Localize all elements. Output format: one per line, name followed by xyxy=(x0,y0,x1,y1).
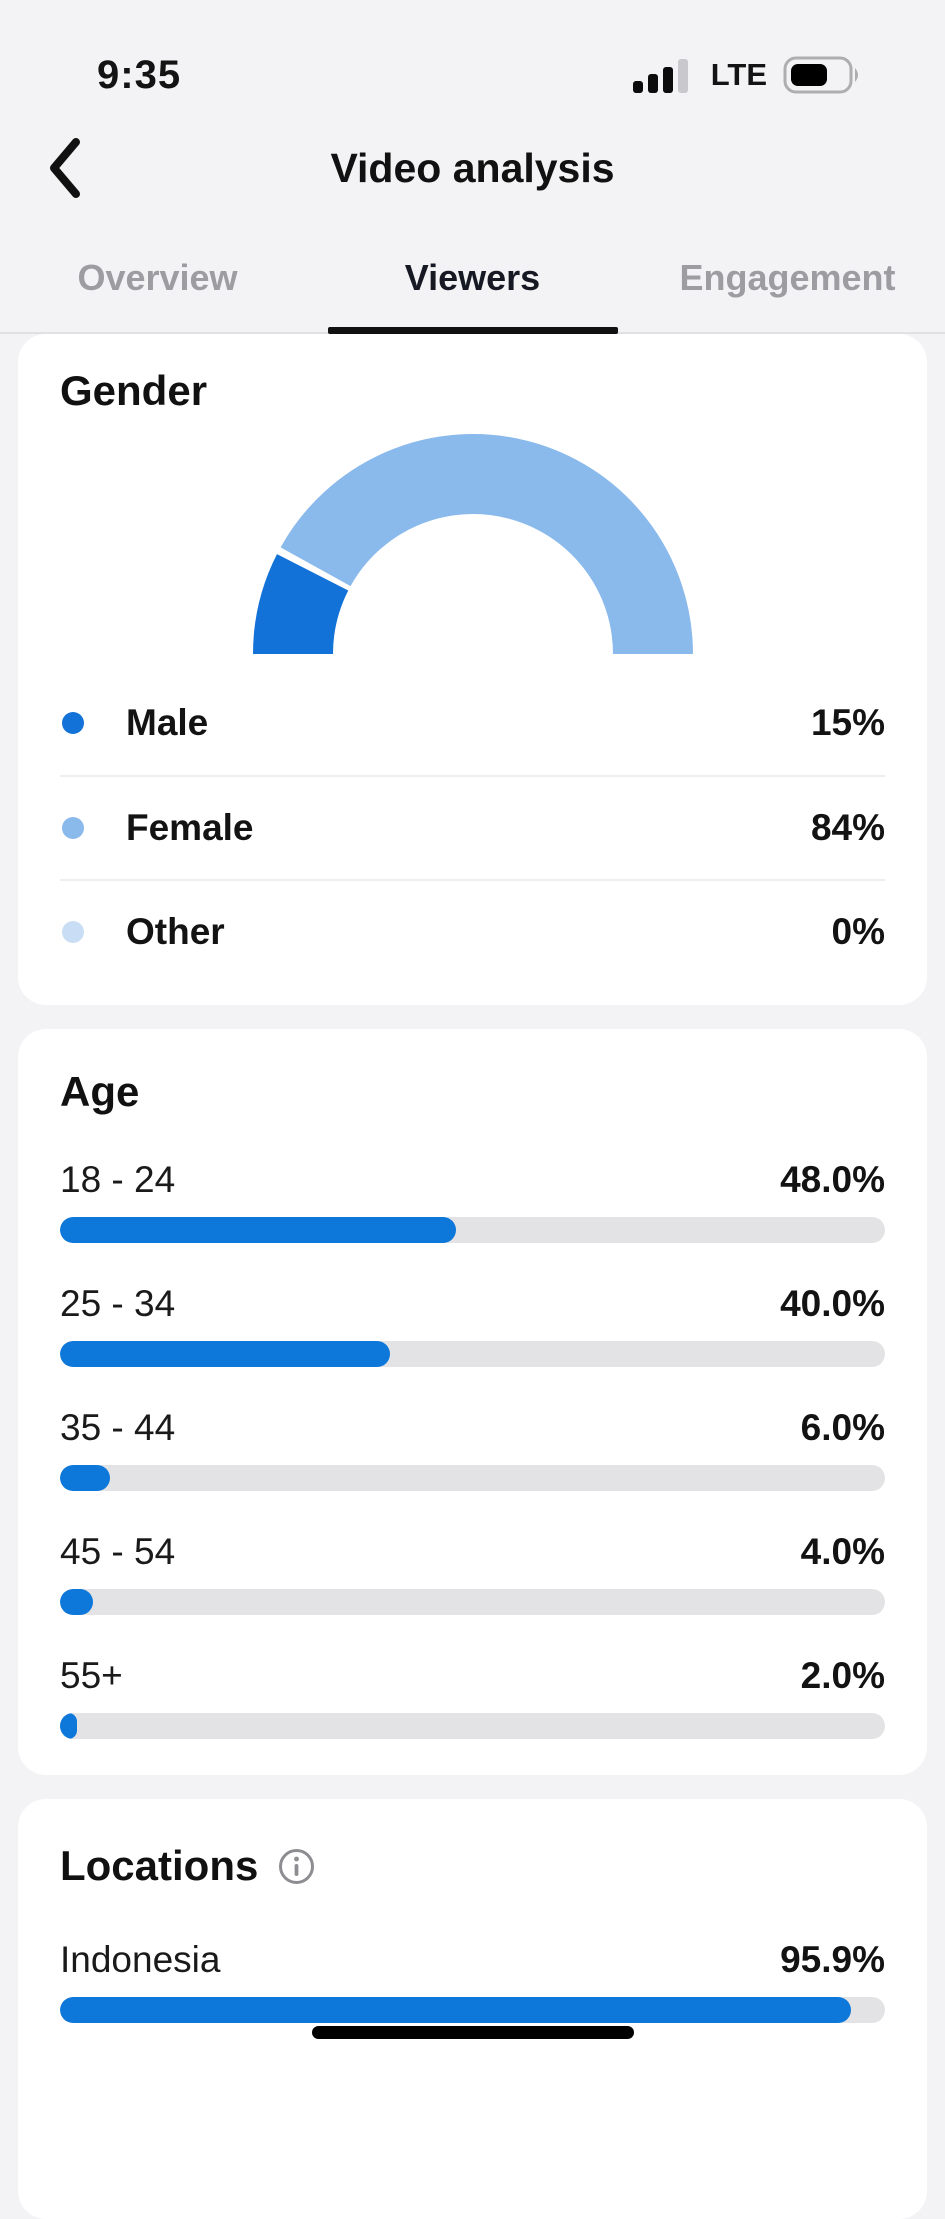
progress-fill xyxy=(60,1997,852,2023)
legend-label: Male xyxy=(126,702,209,743)
age-percent-value: 6.0% xyxy=(800,1407,885,1448)
male-dot-icon xyxy=(62,712,84,734)
page-title: Video analysis xyxy=(330,144,615,191)
age-row-18-24: 18 - 24 48.0% xyxy=(60,1159,885,1243)
tab-viewers-label: Viewers xyxy=(404,257,541,298)
cellular-signal-icon xyxy=(632,59,688,93)
gender-legend: Male 15% Female 84% Other 0% xyxy=(60,671,885,983)
age-range-label: 35 - 44 xyxy=(60,1407,176,1448)
age-percent-value: 48.0% xyxy=(780,1159,885,1200)
progress-fill xyxy=(60,1341,390,1367)
legend-row-female: Female 84% xyxy=(60,775,885,879)
active-tab-underline xyxy=(327,327,618,334)
age-row-45-54: 45 - 54 4.0% xyxy=(60,1531,885,1615)
legend-value: 0% xyxy=(831,911,885,952)
status-icons: LTE xyxy=(632,55,863,95)
locations-section-title: Locations xyxy=(60,1842,259,1889)
location-row-indonesia: Indonesia 95.9% xyxy=(60,1939,885,2023)
progress-fill xyxy=(60,1589,93,1615)
progress-track xyxy=(60,1997,885,2023)
gender-arc-male xyxy=(252,554,349,656)
progress-fill xyxy=(60,1713,77,1739)
legend-value: 15% xyxy=(810,702,885,743)
nav-header: Video analysis xyxy=(0,112,945,224)
age-row-35-44: 35 - 44 6.0% xyxy=(60,1407,885,1491)
info-circle-icon xyxy=(279,1848,315,1884)
age-range-label: 25 - 34 xyxy=(60,1283,176,1324)
age-card: Age 18 - 24 48.0% 25 - 34 40.0% 35 - 44 … xyxy=(18,1029,927,1775)
progress-fill xyxy=(60,1465,110,1491)
tab-bar: Overview Viewers Engagement xyxy=(0,224,945,334)
age-percent-value: 4.0% xyxy=(800,1531,885,1572)
location-percent-value: 95.9% xyxy=(780,1939,885,1980)
age-percent-value: 40.0% xyxy=(780,1283,885,1324)
gender-donut-chart xyxy=(243,422,703,667)
clock: 9:35 xyxy=(97,52,182,97)
scroll-content[interactable]: Gender Male 15% Female 84% Other 0% xyxy=(0,334,945,2219)
legend-row-other: Other 0% xyxy=(60,879,885,983)
legend-label: Female xyxy=(126,807,254,848)
network-type-label: LTE xyxy=(710,57,767,92)
legend-value: 84% xyxy=(810,807,885,848)
chevron-left-icon xyxy=(50,138,80,198)
status-bar: 9:35 LTE xyxy=(0,0,945,112)
legend-row-male: Male 15% xyxy=(60,671,885,775)
other-dot-icon xyxy=(62,921,84,943)
age-range-label: 55+ xyxy=(60,1655,123,1696)
tab-engagement[interactable]: Engagement xyxy=(630,224,945,332)
age-range-label: 18 - 24 xyxy=(60,1159,176,1200)
progress-fill xyxy=(60,1217,456,1243)
progress-track xyxy=(60,1589,885,1615)
legend-label: Other xyxy=(126,911,225,952)
gender-card: Gender Male 15% Female 84% Other 0% xyxy=(18,334,927,1005)
locations-info-button[interactable] xyxy=(278,1848,315,1885)
age-row-55-plus: 55+ 2.0% xyxy=(60,1655,885,1739)
tab-viewers[interactable]: Viewers xyxy=(315,224,630,334)
locations-card: Locations Indonesia 95.9% xyxy=(18,1799,927,2219)
gender-section-title: Gender xyxy=(60,367,208,414)
progress-track xyxy=(60,1465,885,1491)
gender-arc-female xyxy=(280,434,693,655)
age-row-25-34: 25 - 34 40.0% xyxy=(60,1283,885,1367)
age-range-label: 45 - 54 xyxy=(60,1531,176,1572)
location-label: Indonesia xyxy=(60,1939,221,1980)
tab-overview[interactable]: Overview xyxy=(0,224,315,332)
age-percent-value: 2.0% xyxy=(800,1655,885,1696)
back-button[interactable] xyxy=(30,128,100,208)
progress-track xyxy=(60,1713,885,1739)
age-section-title: Age xyxy=(60,1068,140,1115)
female-dot-icon xyxy=(62,817,84,839)
battery-icon xyxy=(783,56,858,94)
progress-track xyxy=(60,1341,885,1367)
progress-track xyxy=(60,1217,885,1243)
home-indicator-handle[interactable] xyxy=(311,2026,634,2039)
